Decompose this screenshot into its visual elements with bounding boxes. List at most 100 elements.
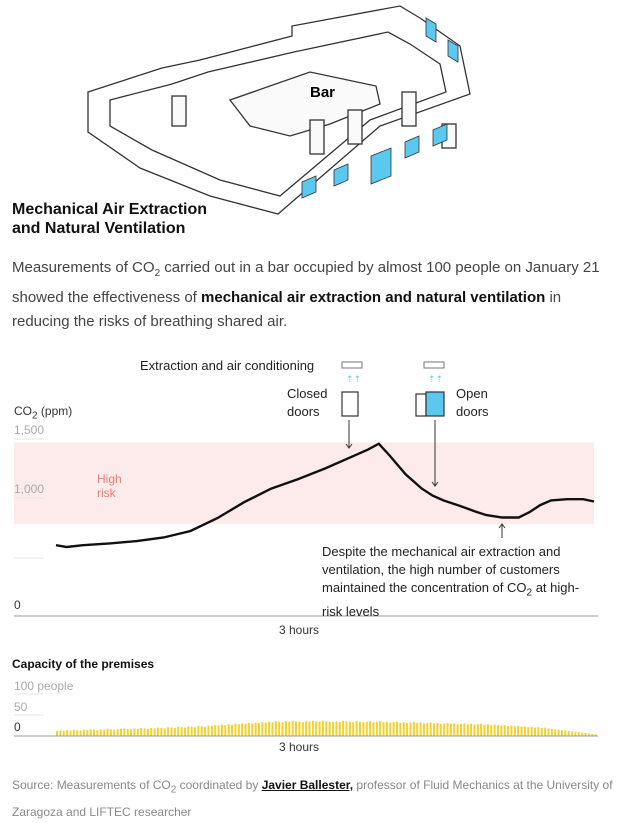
- capacity-bar: [443, 723, 446, 736]
- capacity-bar: [130, 729, 133, 736]
- capacity-bar: [288, 721, 291, 736]
- svg-text:⇡⇡: ⇡⇡: [428, 375, 443, 385]
- capacity-bar: [190, 726, 193, 736]
- capacity-bar: [409, 722, 412, 736]
- capacity-bar: [571, 731, 574, 736]
- capacity-bar: [170, 727, 173, 736]
- capacity-bar: [281, 722, 284, 736]
- source-author-link[interactable]: Javier Ballester,: [261, 778, 354, 792]
- y-tick-label: 0: [14, 720, 21, 734]
- capacity-bar: [567, 730, 570, 736]
- capacity-bar: [392, 722, 395, 736]
- capacity-bar: [402, 722, 405, 736]
- note-text: maintained the concentration of CO: [322, 580, 527, 595]
- co2-line-chart: ⇡⇡ ⇡⇡: [14, 361, 598, 617]
- capacity-bar: [507, 725, 510, 736]
- capacity-bar: [113, 729, 116, 736]
- capacity-bar: [301, 722, 304, 736]
- capacity-bar: [547, 728, 550, 736]
- y-tick-label: 1,500: [14, 423, 45, 437]
- note-line: maintained the concentration of CO2 at h…: [322, 579, 602, 603]
- pillar: [171, 95, 187, 127]
- capacity-bar: [123, 728, 126, 736]
- capacity-bar: [510, 725, 513, 736]
- capacity-bar: [251, 723, 254, 736]
- capacity-bar: [497, 725, 500, 736]
- capacity-bar: [476, 724, 479, 736]
- capacity-bar: [89, 729, 92, 736]
- capacity-bar: [180, 727, 183, 736]
- capacity-bar: [389, 722, 392, 736]
- capacity-bar: [224, 725, 227, 736]
- capacity-bar: [355, 721, 358, 736]
- capacity-bar: [298, 721, 301, 736]
- y-tick-label: 1,000: [14, 482, 45, 496]
- capacity-bar: [483, 724, 486, 736]
- capacity-bar: [544, 727, 547, 736]
- open-door-icon: [415, 391, 445, 417]
- extraction-unit-icon: ⇡⇡: [423, 361, 445, 385]
- capacity-bar: [173, 728, 176, 736]
- capacity-bar: [399, 722, 402, 736]
- capacity-bar: [311, 720, 314, 736]
- label-line: doors: [456, 404, 489, 419]
- capacity-bar: [335, 721, 338, 736]
- capacity-bar: [473, 724, 476, 736]
- capacity-bar: [79, 730, 82, 736]
- capacity-bar: [345, 721, 348, 736]
- arrowhead: [498, 523, 506, 529]
- capacity-bar: [332, 722, 335, 736]
- x-axis-label: 3 hours: [279, 623, 320, 637]
- capacity-bar: [278, 721, 281, 736]
- capacity-bar: [305, 721, 308, 736]
- capacity-bar: [372, 722, 375, 736]
- open-doors-label: Open doors: [456, 385, 489, 421]
- source-text: Source: Measurements of CO: [12, 778, 171, 792]
- source-text: coordinated by: [176, 778, 262, 792]
- capacity-bar: [204, 726, 207, 736]
- capacity-bar: [348, 721, 351, 736]
- intro-text: Measurements of CO: [12, 259, 155, 276]
- intro-bold-text: mechanical air extraction and natural ve…: [201, 289, 546, 306]
- capacity-bar: [133, 728, 136, 736]
- window: [425, 17, 437, 43]
- y-axis-label-unit: (ppm): [37, 404, 73, 418]
- window: [432, 123, 448, 147]
- capacity-bar: [325, 721, 328, 736]
- label-line: Closed: [287, 386, 328, 401]
- capacity-bar: [352, 722, 355, 736]
- capacity-bar: [214, 725, 217, 736]
- x-axis-label: 3 hours: [279, 740, 320, 754]
- capacity-bar: [577, 732, 580, 736]
- capacity-bar: [146, 728, 149, 736]
- capacity-bar: [470, 723, 473, 736]
- capacity-bar: [200, 726, 203, 736]
- capacity-bar: [59, 730, 62, 736]
- capacity-bar: [220, 724, 223, 736]
- capacity-bar: [342, 720, 345, 736]
- capacity-bar: [217, 725, 220, 736]
- label-line: risk: [97, 486, 116, 500]
- y-tick-label: 100 people: [14, 679, 74, 693]
- note-text: at high-: [532, 580, 580, 595]
- capacity-bar: [126, 728, 129, 736]
- capacity-bar: [177, 726, 180, 736]
- capacity-bar: [76, 730, 79, 736]
- page-title: Mechanical Air Extraction and Natural Ve…: [12, 200, 272, 238]
- capacity-chart-title: Capacity of the premises: [12, 657, 155, 671]
- capacity-bar: [513, 726, 516, 736]
- capacity-bar: [527, 727, 530, 736]
- capacity-bar: [163, 728, 166, 736]
- note-line: risk levels: [322, 603, 380, 619]
- capacity-bar: [500, 725, 503, 736]
- arrowhead: [431, 481, 439, 487]
- capacity-bar: [156, 727, 160, 736]
- capacity-bar: [493, 724, 496, 736]
- capacity-bar: [284, 721, 287, 736]
- capacity-bar: [530, 726, 533, 736]
- capacity-bar: [523, 726, 526, 736]
- capacity-bar: [268, 721, 271, 736]
- capacity-bar: [194, 727, 197, 736]
- capacity-bar: [574, 731, 577, 736]
- capacity-bar: [459, 723, 462, 736]
